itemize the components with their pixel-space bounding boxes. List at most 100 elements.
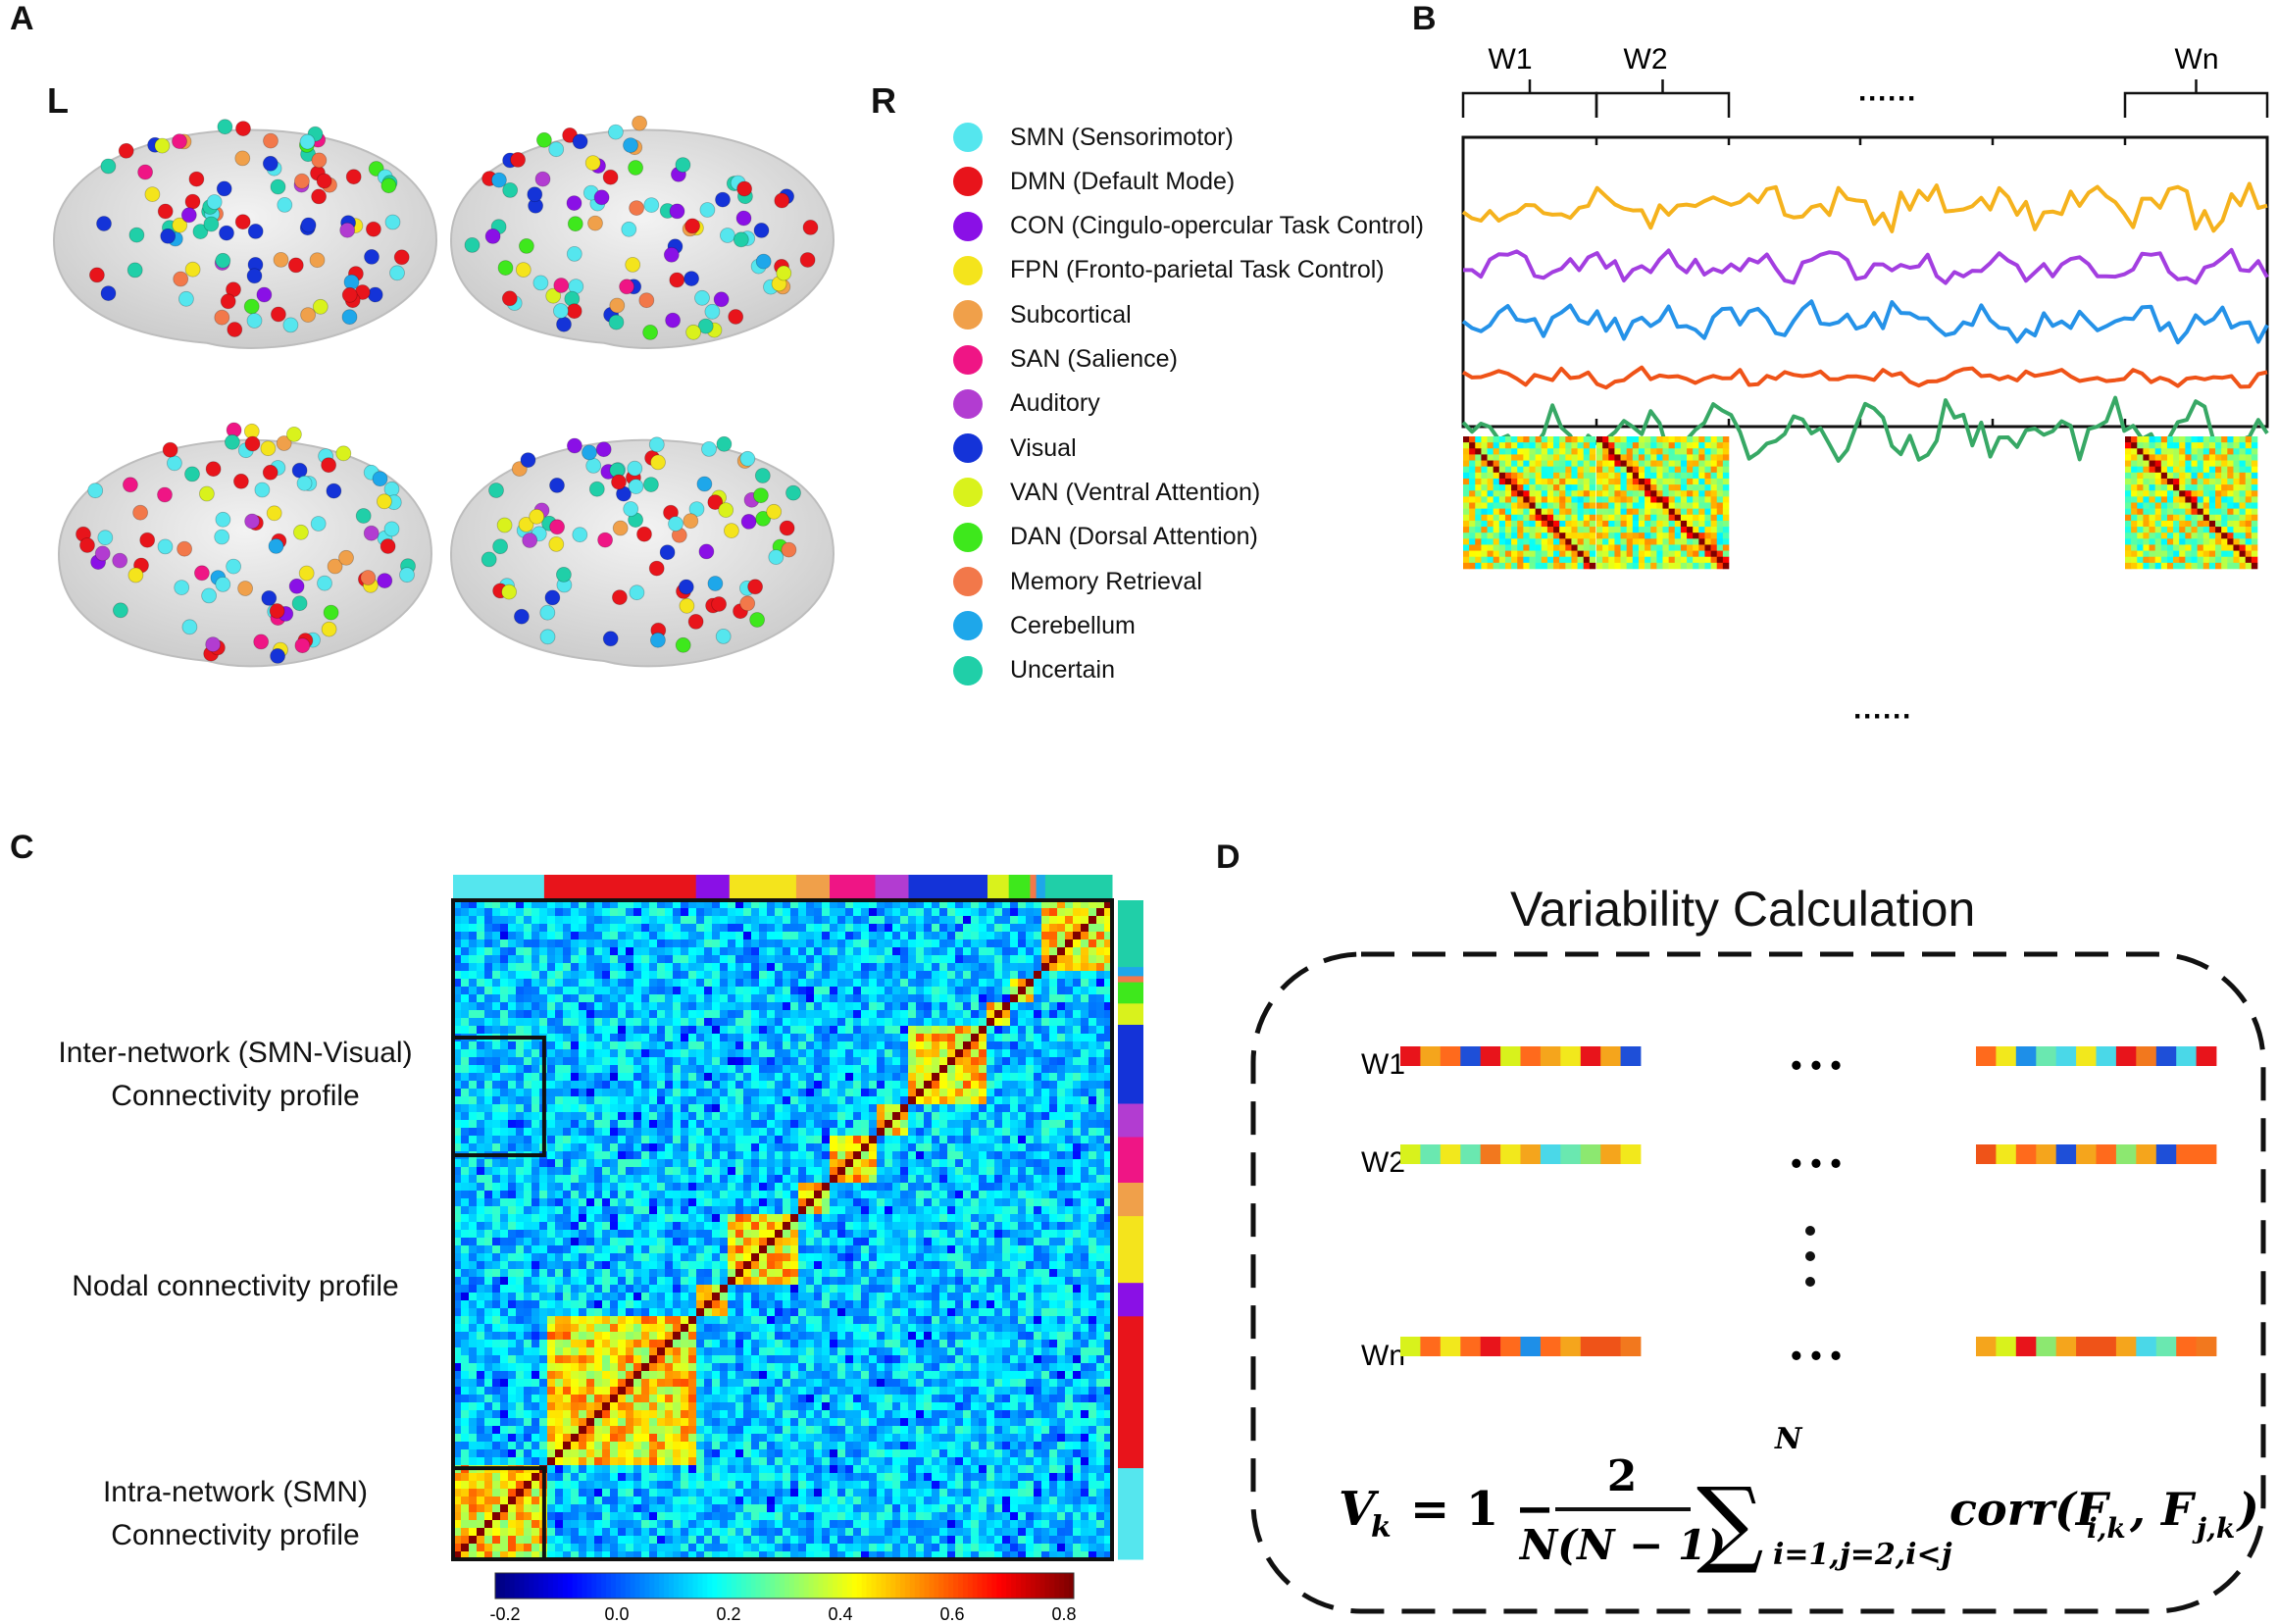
feature-cell — [2015, 1337, 2037, 1356]
brain-node — [235, 121, 251, 136]
brain-node — [246, 313, 263, 329]
brain-node — [253, 634, 270, 650]
brain-node — [766, 503, 783, 520]
network-bar-segment — [1118, 976, 1143, 984]
legend-item: Auditory — [953, 386, 1100, 422]
brain-node — [157, 486, 173, 503]
brain-node — [380, 178, 397, 194]
brain-node — [128, 227, 145, 243]
network-bar-segment — [1118, 1216, 1143, 1284]
brain-node — [532, 275, 549, 291]
brain-node — [632, 115, 647, 131]
feature-cell — [2015, 1144, 2037, 1164]
brain-node — [699, 202, 716, 218]
brain-node — [100, 285, 117, 302]
brain-node — [776, 265, 792, 281]
feature-cell — [1600, 1337, 1621, 1356]
network-bar-segment — [1118, 1183, 1143, 1217]
hemisphere-left-marker: L — [47, 80, 69, 121]
brain-node — [608, 314, 625, 330]
timeseries-line — [1461, 299, 2269, 345]
brain-view — [449, 435, 835, 668]
brain-node — [697, 318, 714, 334]
brain-node — [696, 476, 713, 492]
brain-node — [214, 309, 230, 326]
brain-node — [270, 648, 286, 664]
brain-node — [629, 584, 645, 601]
colorbar-tick-label: 0.8 — [1051, 1604, 1076, 1624]
legend-label: DMN (Default Mode) — [1010, 167, 1236, 195]
brain-node — [556, 316, 572, 332]
legend-label: Uncertain — [1010, 656, 1115, 685]
brain-node — [364, 248, 380, 265]
brain-node — [377, 573, 393, 589]
brain-node — [266, 505, 282, 522]
vertical-dot-3 — [1805, 1277, 1815, 1287]
brain-node — [496, 517, 513, 533]
brain-node — [343, 274, 360, 290]
brain-node — [566, 245, 582, 262]
brain-node — [276, 435, 292, 451]
brain-node — [198, 485, 215, 502]
formula-denominator: N(N − 1) — [1518, 1521, 1726, 1569]
feature-cell — [1996, 1046, 2017, 1066]
brain-node — [623, 137, 638, 153]
feature-cell — [1420, 1337, 1442, 1356]
brain-node — [293, 173, 310, 189]
formula-upper-limit: N — [1774, 1422, 1803, 1456]
brain-node — [621, 221, 637, 237]
brain-node — [753, 222, 770, 238]
brain-node — [247, 223, 264, 239]
brain-node — [263, 132, 278, 149]
label-intra-line1: Intra-network (SMN) — [102, 1476, 369, 1508]
brain-node — [724, 523, 739, 539]
brain-node — [173, 271, 189, 287]
timeseries-line — [1461, 181, 2268, 233]
brain-node — [518, 237, 534, 254]
brain-node — [269, 603, 285, 619]
feature-cell — [1996, 1144, 2017, 1164]
brain-node — [602, 631, 619, 647]
legend-label: Subcortical — [1010, 300, 1132, 329]
row-label-w2: W2 — [1361, 1146, 1405, 1179]
window-matrix-thumbnail — [1463, 436, 1596, 570]
legend-label: VAN (Ventral Attention) — [1010, 478, 1261, 506]
legend-label: FPN (Fronto-parietal Task Control) — [1010, 256, 1385, 284]
brain-node — [566, 303, 582, 320]
brain-node-maps — [52, 115, 835, 668]
network-bar-segment — [1118, 1103, 1143, 1139]
brain-node — [139, 532, 156, 548]
feature-cell — [1520, 1337, 1542, 1356]
formula-sub1: i,k — [2087, 1512, 2126, 1545]
window-matrix-thumbnail — [1596, 436, 1730, 570]
brain-node — [597, 532, 613, 548]
brain-node — [97, 530, 114, 546]
brain-node — [675, 636, 691, 653]
brain-node — [663, 246, 680, 263]
feature-cell — [1580, 1337, 1601, 1356]
brain-node — [193, 565, 210, 582]
feature-cell — [1540, 1046, 1561, 1066]
brain-node — [707, 576, 724, 591]
network-bar-segment — [908, 875, 988, 900]
brain-node — [219, 225, 234, 241]
feature-cell — [1500, 1046, 1521, 1066]
legend-swatch — [953, 611, 983, 641]
brain-node — [298, 565, 315, 582]
legend-label: Visual — [1010, 433, 1077, 462]
window-bracket — [2123, 91, 2269, 118]
panel-letter-c: C — [10, 829, 34, 866]
brain-node — [100, 158, 117, 175]
formula-lower-limit: i=1,j=2,i<j — [1773, 1538, 1952, 1572]
feature-cell — [1560, 1046, 1582, 1066]
brain-node — [79, 537, 95, 553]
vertical-dot-2 — [1805, 1251, 1815, 1261]
brain-node — [481, 551, 497, 568]
brain-node — [220, 293, 236, 310]
brain-node — [132, 504, 148, 521]
brain-node — [96, 216, 112, 231]
label-nodal: Nodal connectivity profile — [72, 1270, 399, 1302]
brain-node — [215, 576, 231, 592]
brain-view — [449, 115, 835, 349]
legend-swatch — [953, 655, 983, 685]
